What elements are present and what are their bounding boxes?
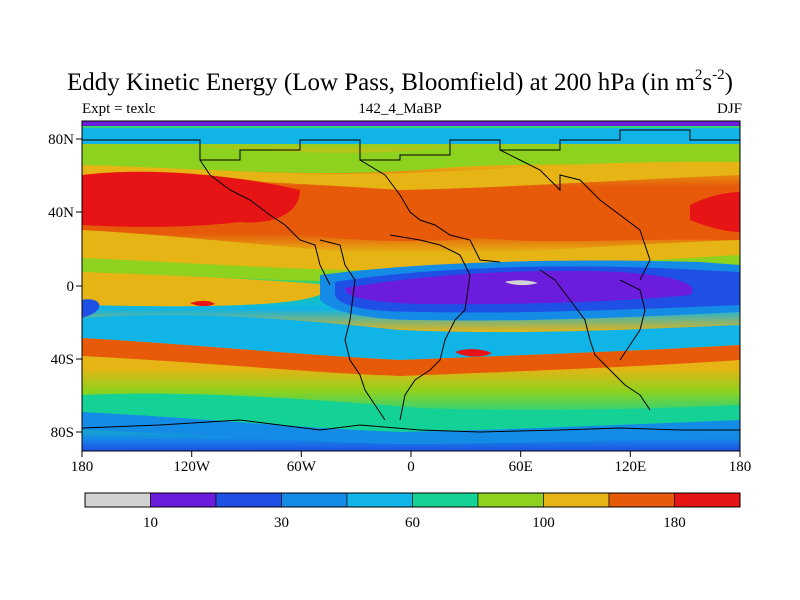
x-tick-label: 180: [71, 459, 94, 475]
colorbar-label: 100: [532, 515, 555, 531]
y-tick-label: 40N: [48, 205, 74, 221]
east-pacific-yellow: [82, 272, 330, 307]
y-axis-labels: 80N 40N 0 40S 80S: [48, 132, 74, 441]
colorbar-label: 60: [405, 515, 420, 531]
south-light-blue-band: [82, 412, 740, 444]
arctic-coastline: [82, 129, 740, 161]
asia-coast: [499, 149, 651, 281]
y-tick-label: 40S: [51, 352, 74, 368]
colorbar-swatch: [150, 492, 217, 508]
tropical-gray-core: [505, 280, 538, 286]
x-tick-label: 180: [729, 459, 752, 475]
x-tick-label: 120E: [614, 459, 646, 475]
colorbar-frame: [84, 492, 741, 508]
colorbar-swatch: [412, 492, 479, 508]
southern-jet-core: [455, 349, 492, 357]
antarctica-coast: [82, 419, 740, 433]
south-america-west: [319, 239, 386, 421]
east-pacific-spot: [190, 300, 215, 307]
x-tick-label: 0: [407, 459, 415, 475]
colorbar: 10 30 60 100 180: [84, 492, 741, 531]
season-label: DJF: [716, 101, 742, 117]
y-tick-label: 80N: [48, 132, 74, 148]
y-tick-label: 80S: [51, 425, 74, 441]
north-america-coast: [199, 159, 331, 286]
indian-ocean-coast: [539, 269, 651, 411]
australia-west: [619, 279, 646, 361]
run-label: 142_4_MaBP: [358, 101, 442, 117]
colorbar-swatch: [84, 492, 151, 508]
west-pacific-blue: [82, 299, 100, 318]
south-subtropical-cyan: [82, 315, 740, 360]
north-yellow-band: [82, 161, 740, 190]
x-tick-label: 120W: [173, 459, 211, 475]
y-tick-label: 0: [67, 279, 75, 295]
colorbar-swatch: [674, 492, 741, 508]
colorbar-swatch: [543, 492, 610, 508]
colorbar-swatch: [346, 492, 413, 508]
africa-coast: [389, 234, 471, 421]
x-axis-labels: 180 120W 60W 0 60E 120E 180: [71, 459, 752, 475]
colorbar-swatch: [215, 492, 282, 508]
north-green-band: [82, 145, 740, 174]
continent-outlines: [82, 129, 740, 433]
colorbar-swatch: [608, 492, 675, 508]
tropical-minimum: [345, 270, 693, 305]
page-title: Eddy Kinetic Energy (Low Pass, Bloomfiel…: [67, 66, 733, 96]
polar-cap-band: [82, 121, 740, 126]
experiment-label: Expt = texlc: [82, 101, 156, 117]
axis-ticks: [76, 138, 741, 457]
colorbar-label: 30: [274, 515, 289, 531]
south-jet-band: [82, 338, 740, 376]
ekey-field: [82, 121, 740, 451]
colorbar-swatch: [477, 492, 544, 508]
north-pacific-jet: [82, 171, 300, 227]
colorbar-label: 180: [663, 515, 686, 531]
colorbar-label: 10: [143, 515, 158, 531]
colorbar-swatches: [84, 492, 741, 508]
south-green-band: [82, 393, 740, 432]
east-asia-jet: [690, 192, 740, 232]
x-tick-label: 60E: [509, 459, 533, 475]
eurasia-coast: [359, 159, 501, 263]
colorbar-swatch: [281, 492, 348, 508]
x-tick-label: 60W: [287, 459, 317, 475]
